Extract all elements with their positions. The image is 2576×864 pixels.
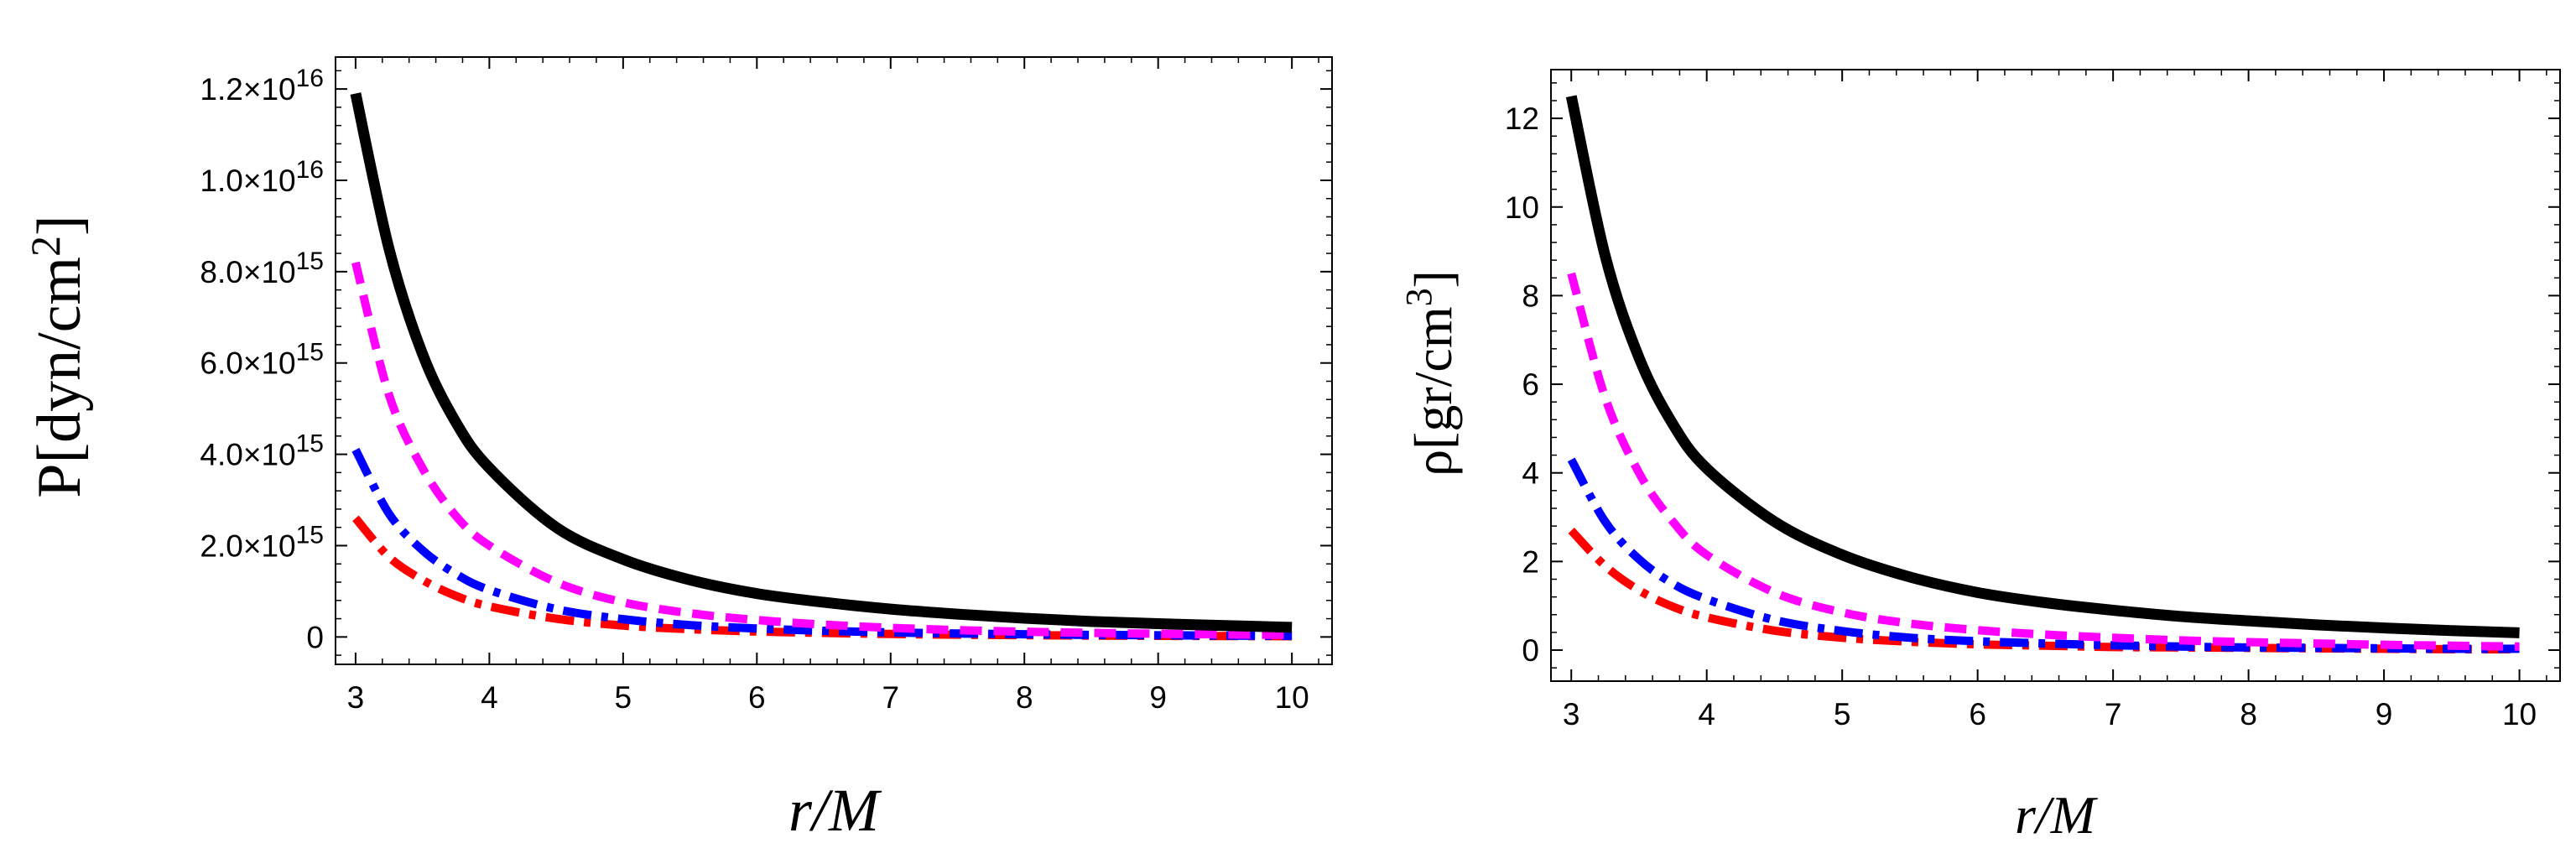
plot-frame — [335, 56, 1333, 665]
series-line-1 — [350, 92, 1293, 633]
y-tick-label: 1.0×1016 — [200, 156, 324, 198]
x-tick-label: 3 — [347, 680, 365, 715]
x-tick-label: 10 — [1275, 680, 1309, 715]
y-tick-label: 6.0×1015 — [200, 339, 324, 381]
x-tick-label: 9 — [2376, 697, 2393, 731]
y-tick-label: 2 — [1522, 544, 1539, 579]
plot-frame — [1550, 69, 2561, 682]
y-tick-label: 4 — [1522, 456, 1539, 491]
y-tick-label: 0 — [1522, 633, 1539, 668]
y-tick-label: 4.0×1015 — [200, 430, 324, 472]
y-axis-label: P[dyn/cm2] — [22, 215, 94, 497]
x-tick-label: 7 — [882, 680, 899, 715]
series-line-3 — [351, 447, 1293, 641]
x-tick-label: 5 — [1834, 697, 1851, 731]
y-tick-label: 12 — [1505, 101, 1539, 136]
y-tick-label: 2.0×1015 — [200, 521, 324, 563]
series-line-1 — [1565, 95, 2520, 638]
x-tick-label: 8 — [2240, 697, 2257, 731]
y-axis-label: ρ[gr/cm3] — [1398, 270, 1463, 476]
series-line-2 — [1567, 272, 2520, 651]
y-tick-label: 1.2×1016 — [200, 65, 324, 107]
series-line-2 — [351, 261, 1293, 639]
y-tick-label: 8.0×1015 — [200, 247, 324, 289]
x-tick-label: 10 — [2502, 697, 2537, 731]
x-tick-label: 9 — [1149, 680, 1167, 715]
x-tick-label: 5 — [615, 680, 632, 715]
x-tick-label: 4 — [1698, 697, 1715, 731]
y-tick-label: 6 — [1522, 367, 1539, 402]
y-tick-label: 8 — [1522, 278, 1539, 313]
x-tick-label: 8 — [1016, 680, 1033, 715]
y-tick-label: 10 — [1505, 190, 1539, 225]
x-tick-label: 4 — [481, 680, 498, 715]
x-tick-label: 6 — [748, 680, 766, 715]
chart-panel-2: 3 4 5 6 7 8 9 10 0 2 4 6 8 10 12 ρ[gr/cm3] r/M — [1398, 69, 2561, 845]
x-tick-label: 7 — [2105, 697, 2122, 731]
y-tick-label: 0 — [306, 620, 324, 654]
chart-panel-1: 3 4 5 6 7 8 9 10 0 2.0×1015 4.0×1015 6.0×1015 8.0×10… — [22, 56, 1333, 844]
x-tick-label: 3 — [1563, 697, 1580, 731]
x-axis-label: r/M — [788, 777, 882, 844]
x-tick-label: 6 — [1969, 697, 1986, 731]
x-axis-label: r/M — [2015, 785, 2099, 845]
